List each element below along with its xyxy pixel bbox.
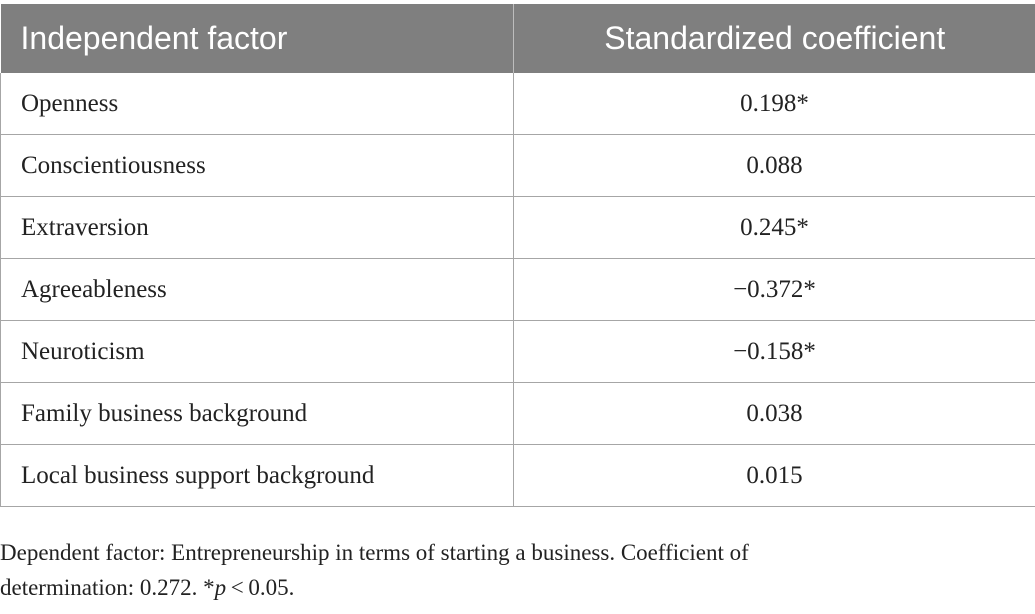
coefficient-cell: 0.015 xyxy=(513,444,1035,507)
coefficient-cell: 0.088 xyxy=(513,134,1035,197)
coefficient-cell: 0.245* xyxy=(513,196,1035,259)
coefficient-cell: 0.198* xyxy=(513,73,1035,135)
footnote-line-2: determination: 0.272. *p < 0.05. xyxy=(0,570,1000,605)
coefficient-table: Independent factor Standardized coeffici… xyxy=(0,4,1035,507)
table-row: Family business background 0.038 xyxy=(0,382,1035,445)
coefficient-table-container: Independent factor Standardized coeffici… xyxy=(0,4,1035,507)
table-row: Conscientiousness 0.088 xyxy=(0,134,1035,197)
footnote-p-symbol: p xyxy=(214,575,227,600)
header-independent-factor: Independent factor xyxy=(0,4,514,73)
header-row: Independent factor Standardized coeffici… xyxy=(0,4,1035,73)
factor-cell: Openness xyxy=(0,73,514,135)
table-row: Extraversion 0.245* xyxy=(0,196,1035,259)
factor-cell: Local business support background xyxy=(0,444,514,507)
coefficient-cell: −0.372* xyxy=(513,258,1035,321)
footnote-line-1: Dependent factor: Entrepreneurship in te… xyxy=(0,540,749,565)
coefficient-cell: −0.158* xyxy=(513,320,1035,383)
factor-cell: Neuroticism xyxy=(0,320,514,383)
factor-cell: Agreeableness xyxy=(0,258,514,321)
factor-cell: Conscientiousness xyxy=(0,134,514,197)
coefficient-cell: 0.038 xyxy=(513,382,1035,445)
header-standardized-coefficient: Standardized coefficient xyxy=(513,4,1035,73)
table-row: Local business support background 0.015 xyxy=(0,444,1035,507)
footnote-threshold: < 0.05. xyxy=(226,575,295,600)
table-row: Agreeableness −0.372* xyxy=(0,258,1035,321)
factor-cell: Family business background xyxy=(0,382,514,445)
table-header: Independent factor Standardized coeffici… xyxy=(0,4,1035,73)
table-row: Openness 0.198* xyxy=(0,73,1035,135)
footnote-determination: determination: 0.272. * xyxy=(0,575,215,600)
table-row: Neuroticism −0.158* xyxy=(0,320,1035,383)
factor-cell: Extraversion xyxy=(0,196,514,259)
table-footnote: Dependent factor: Entrepreneurship in te… xyxy=(0,535,1000,605)
table-body: Openness 0.198* Conscientiousness 0.088 … xyxy=(0,73,1035,507)
